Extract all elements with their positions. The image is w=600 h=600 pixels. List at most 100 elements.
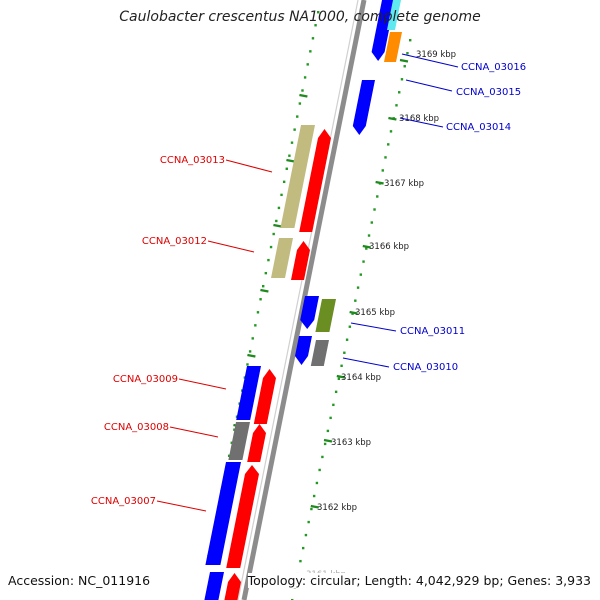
left-tick-track-dot — [246, 363, 249, 366]
gene-label: CCNA_03007 — [91, 496, 156, 507]
left-tick-track-dot — [306, 63, 309, 66]
right-tick-track-dot — [332, 403, 335, 407]
left-tick-mark — [260, 288, 269, 293]
right-tick-mark — [349, 310, 358, 315]
gene-ccna-03012-arrow — [291, 241, 310, 280]
right-tick-mark — [336, 374, 346, 379]
gene-ccna-03010-bar — [310, 340, 329, 366]
gene-ccna-03015-arrow — [384, 32, 402, 62]
left-tick-track-dot — [317, 11, 320, 14]
right-tick-track-dot — [400, 78, 404, 81]
right-tick-track-dot — [348, 325, 352, 328]
gene-label-leader — [169, 426, 219, 438]
tick-label: 3165 kbp — [355, 308, 395, 318]
gene-label-leader — [401, 53, 459, 68]
right-tick-track-dot — [403, 65, 406, 68]
genome-summary: Topology: circular; Length: 4,042,929 bp… — [247, 573, 591, 588]
right-tick-track-dot — [343, 351, 346, 354]
left-tick-track-dot — [282, 180, 286, 184]
gene-bottom-red — [224, 573, 241, 600]
right-tick-track-dot — [318, 468, 321, 472]
left-tick-track-dot — [227, 454, 231, 458]
left-tick-mark — [247, 353, 256, 358]
gene-label: CCNA_03014 — [446, 122, 511, 133]
left-tick-track-dot — [275, 219, 278, 223]
right-tick-track-dot — [315, 481, 319, 485]
right-tick-track-dot — [337, 377, 341, 381]
gene-ccna-03016-arrow — [371, 0, 395, 61]
right-tick-track-dot — [376, 195, 379, 198]
right-tick-track-dot — [340, 364, 343, 367]
gene-label-leader — [350, 322, 397, 332]
left-tick-track-dot — [259, 298, 262, 301]
tick-label: 3168 kbp — [399, 114, 439, 124]
gene-ccna-03013-bar — [280, 125, 315, 228]
right-tick-track-dot — [299, 559, 302, 563]
left-tick-track-dot — [233, 428, 236, 431]
right-tick-track-dot — [321, 455, 324, 459]
tick-label: 3164 kbp — [341, 373, 381, 383]
right-tick-track-dot — [356, 286, 360, 289]
left-tick-track-dot — [230, 441, 233, 444]
left-tick-track-dot — [254, 324, 257, 327]
gene-cyan-segment — [387, 0, 401, 30]
gene-label: CCNA_03010 — [393, 362, 458, 373]
right-tick-mark — [399, 58, 409, 63]
right-tick-track-dot — [304, 533, 308, 537]
gene-ccna-03009-blue — [236, 366, 261, 420]
right-tick-mark — [310, 504, 320, 509]
left-tick-track-dot — [303, 76, 307, 79]
gene-label-leader — [178, 378, 227, 390]
gene-ccna-03008-bar — [228, 422, 250, 460]
left-tick-track-dot — [296, 115, 299, 118]
right-tick-mark — [388, 116, 397, 121]
left-tick-track-dot — [269, 245, 273, 249]
left-tick-mark — [286, 158, 295, 163]
right-tick-track-dot — [406, 52, 409, 55]
gene-label: CCNA_03015 — [456, 87, 521, 98]
right-tick-mark — [323, 438, 333, 443]
right-tick-track-dot — [334, 390, 338, 394]
left-tick-track-dot — [277, 206, 281, 210]
left-tick-track-dot — [285, 167, 288, 170]
gene-bottom-blue — [204, 572, 224, 600]
gene-label-leader — [156, 500, 207, 512]
tick-label: 3166 kbp — [369, 242, 409, 252]
right-tick-track-dot — [365, 247, 368, 250]
gene-ccna-03013-arrow — [299, 129, 331, 232]
gene-label: CCNA_03012 — [142, 236, 207, 247]
gene-ccna-03014-arrow — [352, 80, 375, 135]
right-tick-mark — [362, 244, 372, 249]
left-tick-track-dot — [311, 37, 315, 40]
map-title: Caulobacter crescentus NA1000, complete … — [119, 9, 481, 25]
right-tick-track-dot — [389, 130, 393, 133]
gene-label: CCNA_03016 — [461, 62, 526, 73]
left-tick-track-dot — [264, 271, 268, 275]
right-tick-track-dot — [354, 299, 357, 302]
right-tick-track-dot — [301, 546, 305, 550]
gene-ccna-03010-blue — [295, 336, 312, 365]
tick-label: 3169 kbp — [416, 50, 456, 60]
gene-label-leader — [207, 240, 255, 253]
gene-ccna-03011-bar — [315, 299, 336, 332]
left-tick-track-dot — [267, 258, 270, 262]
left-tick-track-dot — [280, 193, 283, 197]
gene-label: CCNA_03008 — [104, 422, 169, 433]
right-tick-track-dot — [329, 416, 332, 420]
gene-ccna-03009-arrow — [253, 369, 276, 424]
gene-ccna-03011-blue — [300, 296, 319, 329]
gene-label: CCNA_03009 — [113, 374, 178, 385]
right-tick-track-dot — [370, 221, 373, 224]
left-tick-track-dot — [293, 128, 296, 131]
tick-label: 3162 kbp — [317, 503, 357, 513]
backbone-edge — [237, 0, 359, 600]
left-tick-track-dot — [262, 285, 265, 288]
gene-label-leader — [342, 357, 390, 368]
right-tick-mark — [375, 180, 384, 185]
left-tick-track-dot — [301, 89, 304, 92]
left-tick-track-dot — [248, 350, 252, 353]
gene-ccna-03007-arrow — [226, 465, 259, 568]
left-tick-track-dot — [272, 232, 275, 236]
